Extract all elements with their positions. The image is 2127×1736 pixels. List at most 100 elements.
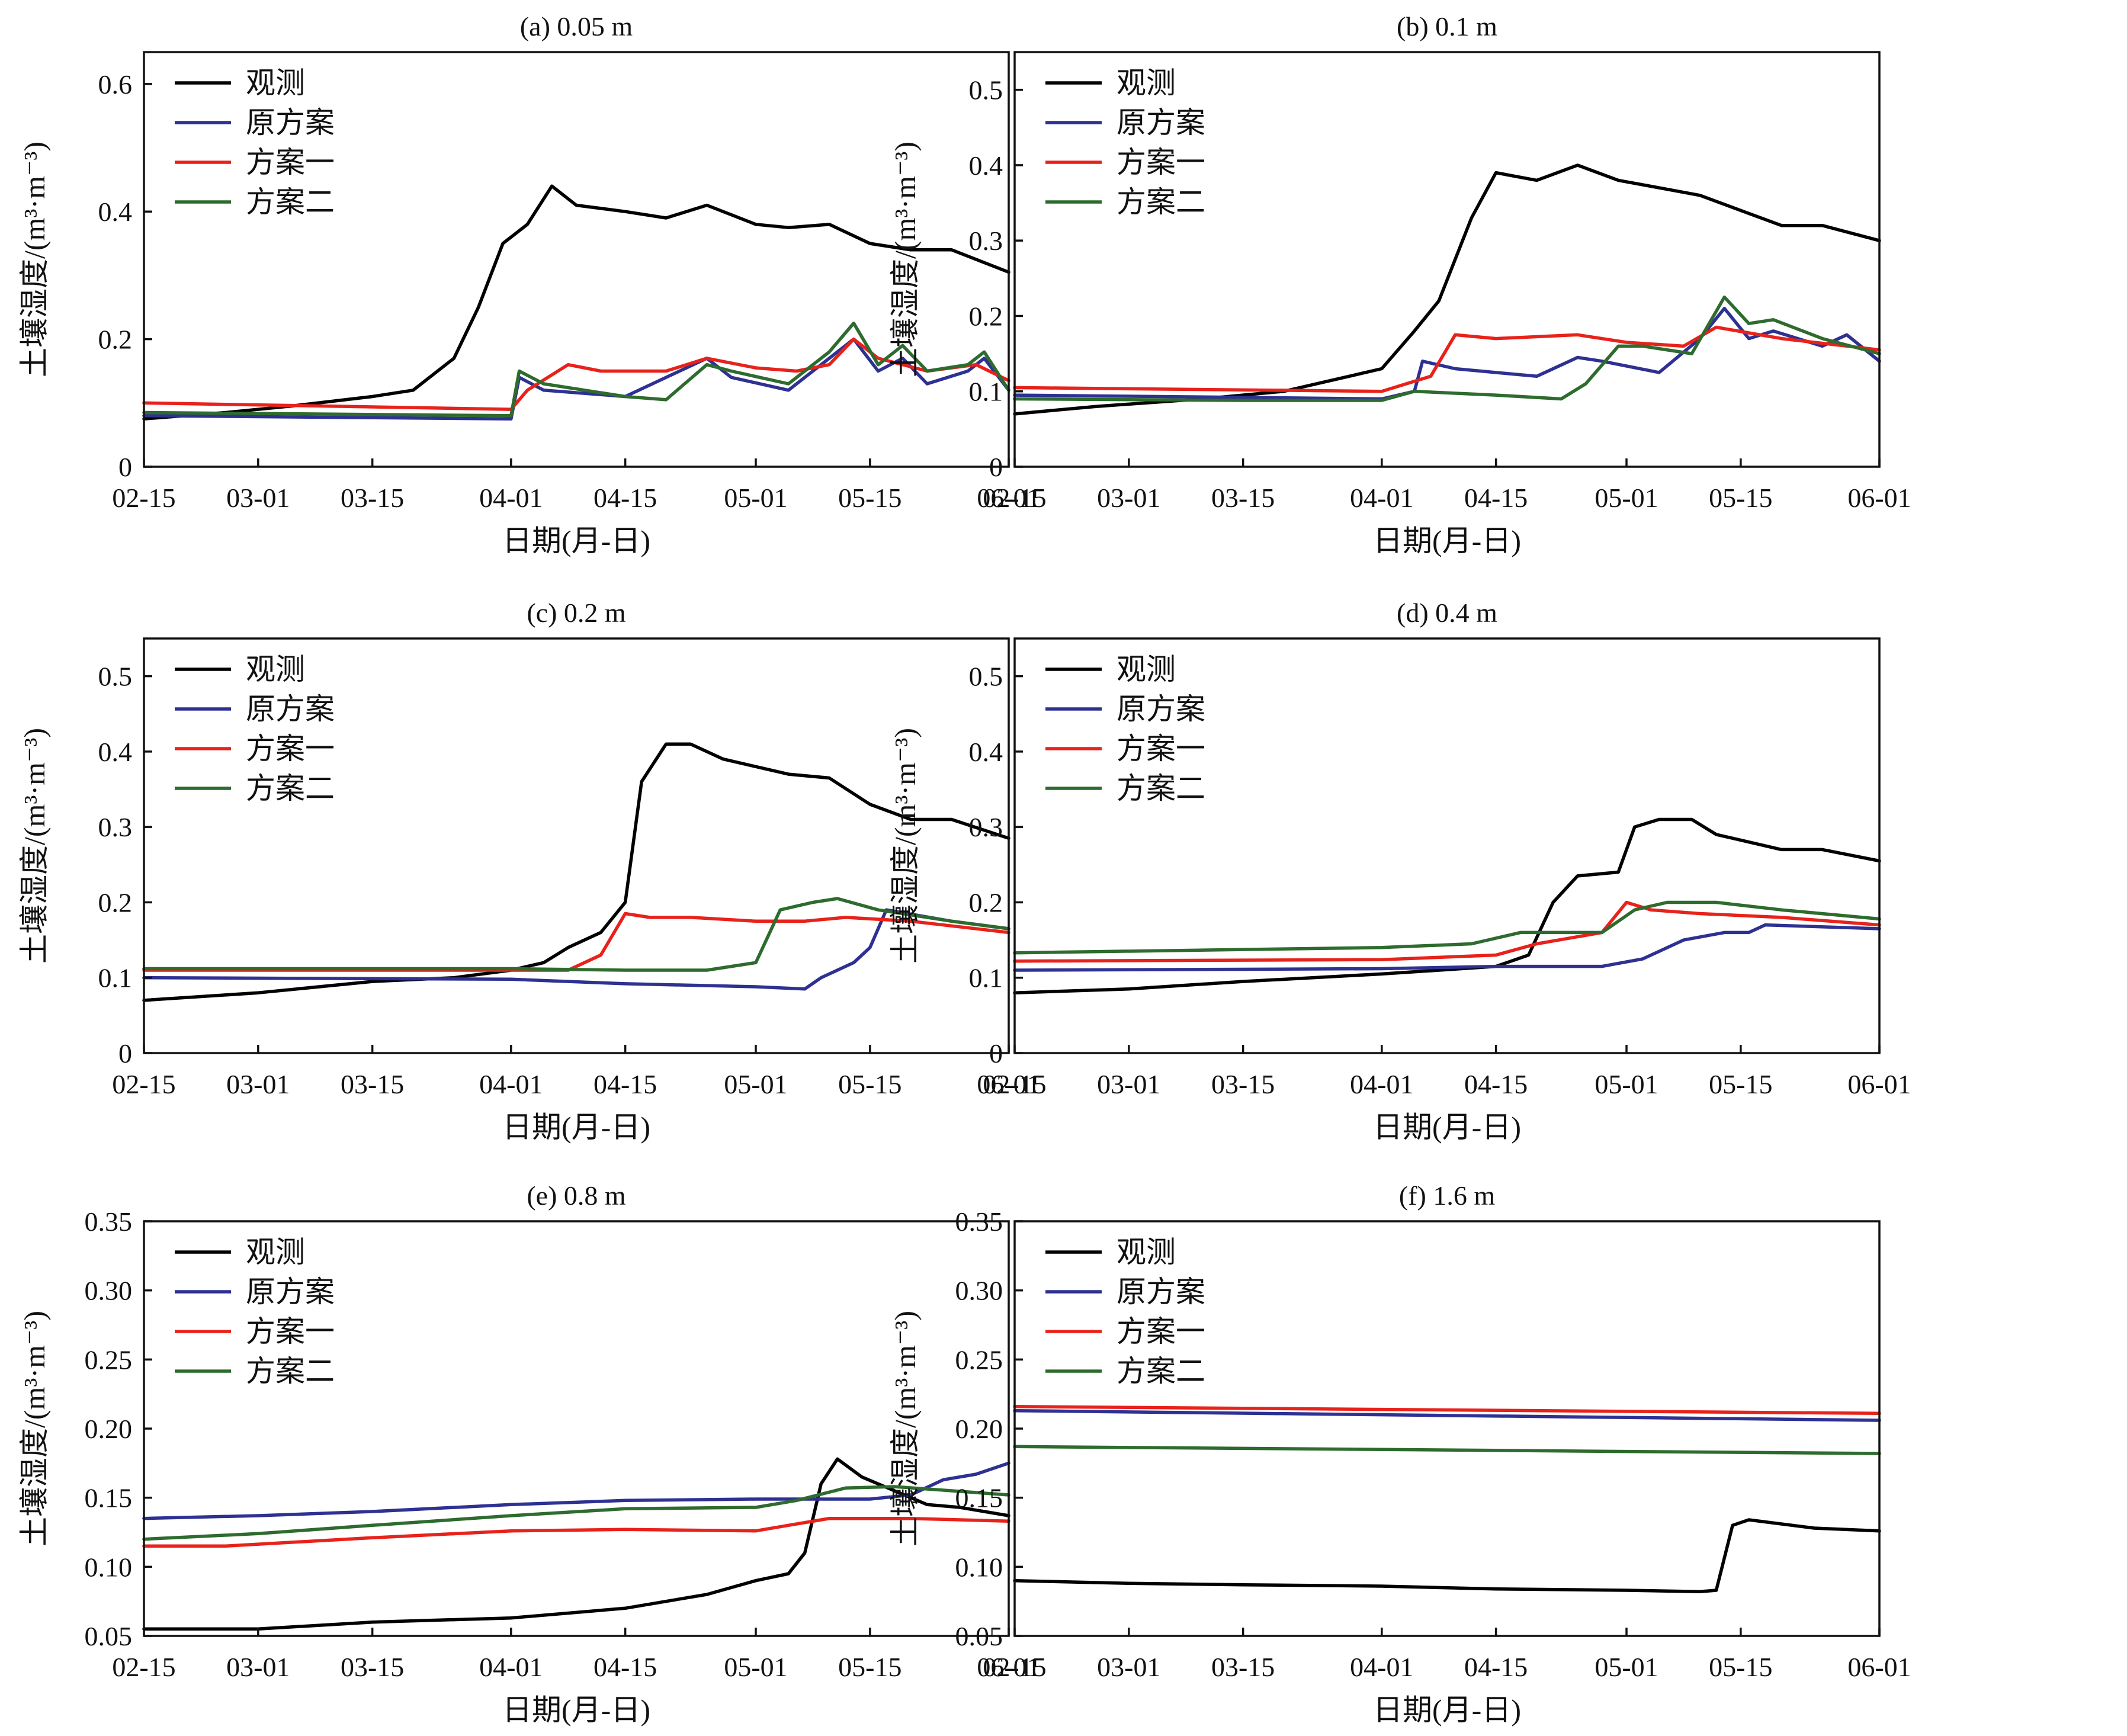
x-tick-label: 02-15 bbox=[112, 1069, 175, 1099]
series-line bbox=[142, 912, 1010, 972]
x-tick-label: 05-15 bbox=[1709, 1069, 1772, 1099]
legend-label: 原方案 bbox=[246, 106, 335, 139]
x-tick-label: 05-15 bbox=[838, 1652, 902, 1682]
x-tick-label: 02-15 bbox=[983, 1069, 1046, 1099]
y-axis-label: 土壤湿度/(m³·m⁻³) bbox=[888, 142, 922, 377]
panel-title: (e) 0.8 m bbox=[527, 1180, 626, 1211]
series-line bbox=[142, 337, 1010, 421]
y-tick-label: 0.2 bbox=[98, 325, 133, 355]
x-tick-label: 05-15 bbox=[838, 483, 902, 513]
legend-label: 方案一 bbox=[1117, 1315, 1205, 1348]
y-tick-label: 0.10 bbox=[955, 1552, 1003, 1582]
y-tick-label: 0.3 bbox=[98, 812, 133, 842]
legend-label: 观测 bbox=[246, 653, 305, 686]
series-line bbox=[1013, 325, 1881, 393]
x-tick-label: 04-01 bbox=[479, 1652, 543, 1682]
x-tick-label: 06-01 bbox=[1847, 483, 1911, 513]
y-tick-label: 0.20 bbox=[85, 1414, 133, 1444]
legend-label: 原方案 bbox=[1117, 1275, 1205, 1308]
series-line bbox=[1013, 295, 1881, 402]
legend-label: 原方案 bbox=[1117, 692, 1205, 726]
y-tick-label: 0.5 bbox=[969, 75, 1003, 105]
legend-label: 观测 bbox=[246, 1236, 305, 1269]
x-axis-label: 日期(月-日) bbox=[502, 1111, 650, 1144]
series-line bbox=[1013, 1445, 1881, 1455]
series-line bbox=[142, 337, 1010, 411]
panel-title: (d) 0.4 m bbox=[1397, 598, 1497, 628]
x-tick-label: 05-01 bbox=[1595, 483, 1658, 513]
y-tick-label: 0.3 bbox=[969, 226, 1003, 256]
series-line bbox=[1013, 817, 1881, 994]
y-tick-label: 0.25 bbox=[85, 1344, 133, 1375]
x-axis-label: 日期(月-日) bbox=[502, 1693, 650, 1727]
legend-label: 观测 bbox=[1117, 653, 1176, 686]
y-tick-label: 0.30 bbox=[955, 1276, 1003, 1306]
y-tick-label: 0.4 bbox=[98, 197, 133, 227]
legend-label: 方案一 bbox=[1117, 732, 1205, 765]
series-line bbox=[142, 184, 1010, 421]
x-tick-label: 06-01 bbox=[977, 1652, 1040, 1682]
legend-label: 观测 bbox=[1117, 1236, 1176, 1269]
x-tick-label: 03-01 bbox=[226, 483, 290, 513]
y-axis-label: 土壤湿度/(m³·m⁻³) bbox=[18, 728, 51, 964]
x-tick-label: 02-15 bbox=[112, 1652, 175, 1682]
series-line bbox=[1013, 1518, 1881, 1594]
series-line bbox=[1013, 900, 1881, 963]
y-tick-label: 0.5 bbox=[969, 662, 1003, 692]
series-line bbox=[1013, 1404, 1881, 1416]
legend-label: 方案二 bbox=[246, 772, 335, 805]
y-axis-label: 土壤湿度/(m³·m⁻³) bbox=[18, 1311, 51, 1546]
y-tick-label: 0.2 bbox=[969, 301, 1003, 331]
series-line bbox=[1013, 900, 1881, 955]
chart-panel: (e) 0.8 m 02-15 03-01 03-15 04-01 04-15 05-01 0… bbox=[18, 1180, 1041, 1727]
series-line bbox=[142, 897, 1010, 972]
x-tick-label: 04-01 bbox=[1350, 1069, 1413, 1099]
series-line bbox=[142, 1461, 1010, 1520]
plot-frame bbox=[1013, 51, 1881, 468]
legend-label: 观测 bbox=[246, 66, 305, 100]
x-tick-label: 03-01 bbox=[1097, 1652, 1160, 1682]
y-tick-label: 0.10 bbox=[85, 1552, 133, 1582]
x-tick-label: 04-15 bbox=[1464, 483, 1528, 513]
x-axis-label: 日期(月-日) bbox=[1373, 1111, 1521, 1144]
x-tick-label: 04-01 bbox=[1350, 483, 1413, 513]
chart-panel: (b) 0.1 m 02-15 03-01 03-15 04-01 04-15 05-01 0… bbox=[888, 11, 1911, 557]
x-axis-label: 日期(月-日) bbox=[1373, 524, 1521, 557]
y-tick-label: 0.30 bbox=[85, 1276, 133, 1306]
plot-frame bbox=[143, 51, 1010, 468]
x-tick-label: 04-15 bbox=[593, 1069, 657, 1099]
legend-label: 方案二 bbox=[1117, 1355, 1205, 1388]
x-tick-label: 06-01 bbox=[977, 1069, 1040, 1099]
x-axis-label: 日期(月-日) bbox=[1373, 1693, 1521, 1727]
y-tick-label: 0 bbox=[989, 1038, 1003, 1068]
chart-panel: (a) 0.05 m 02-15 03-01 03-15 04-01 04-15 05-01… bbox=[18, 11, 1041, 557]
x-tick-label: 05-01 bbox=[724, 483, 787, 513]
panel-title: (b) 0.1 m bbox=[1397, 11, 1497, 41]
x-tick-label: 05-15 bbox=[1709, 483, 1772, 513]
x-tick-label: 03-15 bbox=[341, 483, 404, 513]
x-tick-label: 04-01 bbox=[479, 1069, 543, 1099]
legend-label: 方案二 bbox=[1117, 185, 1205, 219]
x-tick-label: 03-01 bbox=[226, 1652, 290, 1682]
legend-label: 方案一 bbox=[246, 732, 335, 765]
series-line bbox=[1013, 1408, 1881, 1422]
x-tick-label: 04-01 bbox=[479, 483, 543, 513]
x-tick-label: 03-15 bbox=[1211, 483, 1275, 513]
x-tick-label: 02-15 bbox=[983, 1652, 1046, 1682]
y-tick-label: 0.4 bbox=[969, 737, 1003, 767]
y-tick-label: 0.05 bbox=[955, 1621, 1003, 1651]
legend-label: 方案一 bbox=[246, 1315, 335, 1348]
series-line bbox=[1013, 923, 1881, 972]
y-tick-label: 0.1 bbox=[969, 377, 1003, 407]
x-tick-label: 04-15 bbox=[1464, 1652, 1528, 1682]
legend-label: 原方案 bbox=[1117, 106, 1205, 139]
y-tick-label: 0.25 bbox=[955, 1344, 1003, 1375]
x-tick-label: 06-01 bbox=[977, 483, 1040, 513]
y-tick-label: 0.1 bbox=[969, 963, 1003, 993]
x-tick-label: 05-15 bbox=[1709, 1652, 1772, 1682]
x-tick-label: 04-01 bbox=[1350, 1652, 1413, 1682]
y-axis-label: 土壤湿度/(m³·m⁻³) bbox=[888, 728, 922, 964]
series-line bbox=[142, 908, 1010, 991]
legend-label: 方案二 bbox=[246, 185, 335, 219]
